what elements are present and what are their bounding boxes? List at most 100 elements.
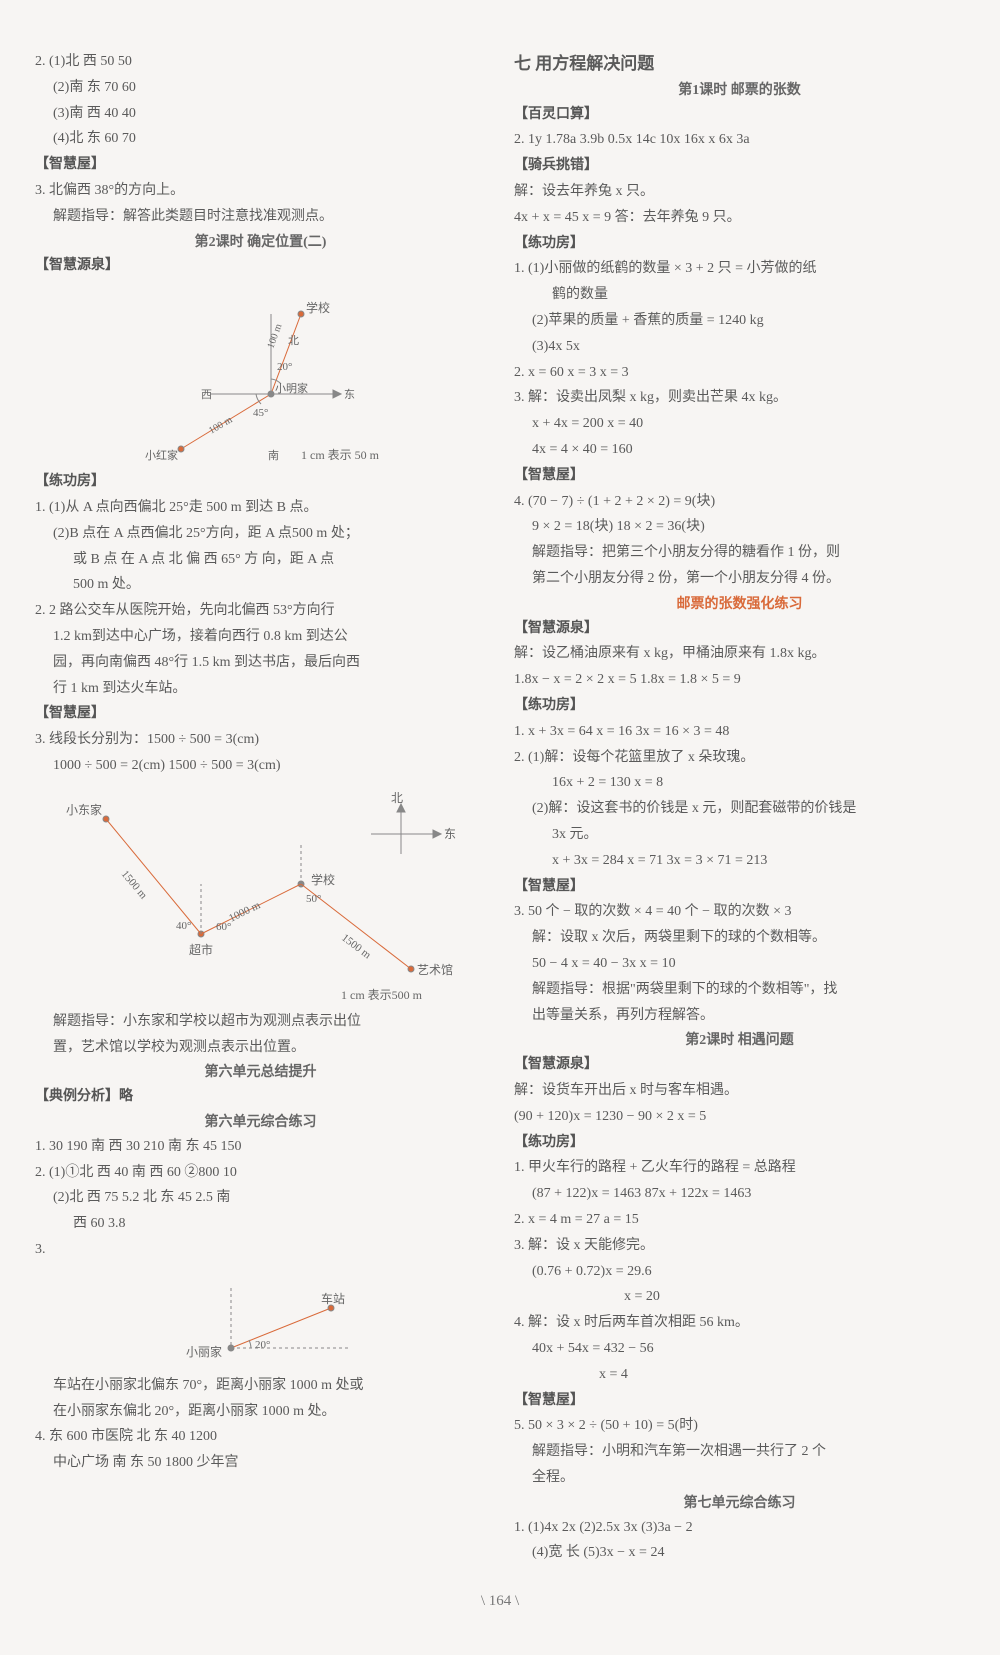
f2: 2. x = 4 m = 27 a = 15 bbox=[514, 1208, 965, 1232]
unit7-title: 七 用方程解决问题 bbox=[514, 50, 965, 79]
lesson-2-title: 第2课时 确定位置(二) bbox=[35, 231, 486, 255]
p4a: 4. 东 600 市医院 北 东 40 1200 bbox=[35, 1425, 486, 1449]
l2: 2. x = 60 x = 3 x = 3 bbox=[514, 361, 965, 385]
f1a: 1. 甲火车行的路程 + 乙火车行的路程 = 总路程 bbox=[514, 1156, 965, 1180]
diag1-north: 北 bbox=[288, 334, 299, 347]
l1a: 1. (1)小丽做的纸鹤的数量 × 3 + 2 只 = 小芳做的纸 bbox=[514, 257, 965, 281]
w3c: 50 − 4 x = 40 − 3x x = 10 bbox=[514, 952, 965, 976]
d2-60: 60° bbox=[216, 921, 231, 933]
diagram-compass-1: 学校 北 20° 东 西 小明家 45° 小红家 100 m 100 m 南 1… bbox=[111, 284, 411, 464]
f4a: 4. 解：设 x 时后两车首次相距 56 km。 bbox=[514, 1311, 965, 1335]
zhyq2: 【智慧源泉】 bbox=[514, 1053, 965, 1077]
y1: 解：设乙桶油原来有 x kg，甲桶油原来有 1.8x kg。 bbox=[514, 642, 965, 666]
bl: 2. 1y 1.78a 3.9b 0.5x 14c 10x 16x x 6x 3… bbox=[514, 128, 965, 152]
diag1-deg20: 20° bbox=[277, 361, 292, 373]
lgf1: 【练功房】 bbox=[514, 232, 965, 256]
heading-lgf-1: 【练功房】 bbox=[35, 470, 486, 494]
t1: 解：设去年养兔 x 只。 bbox=[514, 180, 965, 204]
heading-zhw-1: 【智慧屋】 bbox=[35, 153, 486, 177]
d2-1500a: 1500 m bbox=[118, 868, 149, 902]
diag1-xm: 小明家 bbox=[275, 381, 308, 395]
lgf3: 【练功房】 bbox=[514, 1131, 965, 1155]
f3a: 3. 解：设 x 天能修完。 bbox=[514, 1234, 965, 1258]
unit6-title-b: 第六单元综合练习 bbox=[35, 1111, 486, 1135]
heading-zhw-2: 【智慧屋】 bbox=[35, 702, 486, 726]
yy1: 解：设货车开出后 x 时与客车相遇。 bbox=[514, 1079, 965, 1103]
d2-40: 40° bbox=[176, 920, 191, 932]
l1d: (3)4x 5x bbox=[514, 335, 965, 359]
g2a: 2. (1)解：设每个花篮里放了 x 朵玫瑰。 bbox=[514, 746, 965, 770]
qbtc: 【骑兵挑错】 bbox=[514, 154, 965, 178]
lgf-q2b: 1.2 km到达中心广场，接着向西行 0.8 km 到达公 bbox=[35, 625, 486, 649]
l1c: (2)苹果的质量 + 香蕉的质量 = 1240 kg bbox=[514, 309, 965, 333]
blks: 【百灵口算】 bbox=[514, 103, 965, 127]
q2-row-2: (3)南 西 40 40 bbox=[35, 102, 486, 126]
d2-north: 北 bbox=[391, 791, 403, 805]
f4c: x = 4 bbox=[514, 1363, 965, 1387]
ww5c: 全程。 bbox=[514, 1466, 965, 1490]
z4c: 解题指导：把第三个小朋友分得的糖看作 1 份，则 bbox=[514, 541, 965, 565]
f1b: (87 + 122)x = 1463 87x + 122x = 1463 bbox=[514, 1182, 965, 1206]
f3b: (0.76 + 0.72)x = 29.6 bbox=[514, 1260, 965, 1284]
lgf-q1d: 500 m 处。 bbox=[35, 573, 486, 597]
diag1-south: 南 bbox=[268, 449, 279, 462]
lesson-1: 第1课时 邮票的张数 bbox=[514, 79, 965, 103]
l1b: 鹤的数量 bbox=[514, 283, 965, 307]
ww5b: 解题指导：小明和汽车第一次相遇一共行了 2 个 bbox=[514, 1440, 965, 1464]
right-column: 七 用方程解决问题 第1课时 邮票的张数 【百灵口算】 2. 1y 1.78a … bbox=[514, 50, 965, 1567]
lgf-q2a: 2. 2 路公交车从医院开始，先向北偏西 53°方向行 bbox=[35, 599, 486, 623]
p2a: 2. (1)①北 西 40 南 西 60 ②800 10 bbox=[35, 1161, 486, 1185]
d2-cs: 超市 bbox=[189, 942, 213, 957]
w3a: 3. 50 个 − 取的次数 × 4 = 40 个 − 取的次数 × 3 bbox=[514, 900, 965, 924]
l3a: 3. 解：设卖出凤梨 x kg，则卖出芒果 4x kg。 bbox=[514, 386, 965, 410]
d3-20: 20° bbox=[255, 1339, 270, 1351]
w3d: 解题指导：根据"两袋里剩下的球的个数相等"，找 bbox=[514, 978, 965, 1002]
c1a: 1. (1)4x 2x (2)2.5x 3x (3)3a − 2 bbox=[514, 1516, 965, 1540]
lesson-2b: 第2课时 相遇问题 bbox=[514, 1029, 965, 1053]
g2e: x + 3x = 284 x = 71 3x = 3 × 71 = 213 bbox=[514, 849, 965, 873]
q3e: 解题指导：小东家和学校以超市为观测点表示出位 bbox=[35, 1010, 486, 1034]
d2-1000: 1000 m bbox=[227, 899, 263, 925]
p3: 3. bbox=[35, 1238, 486, 1262]
d2-scale: 1 cm 表示500 m bbox=[341, 988, 423, 1002]
lgf-q1a: 1. (1)从 A 点向西偏北 25°走 500 m 到达 B 点。 bbox=[35, 496, 486, 520]
g2d: 3x 元。 bbox=[514, 823, 965, 847]
q3a: 3. 北偏西 38°的方向上。 bbox=[35, 179, 486, 203]
unit6-title-a: 第六单元总结提升 bbox=[35, 1061, 486, 1085]
g2b: 16x + 2 = 130 x = 8 bbox=[514, 771, 965, 795]
p2c: 西 60 3.8 bbox=[35, 1212, 486, 1236]
l3b: x + 4x = 200 x = 40 bbox=[514, 412, 965, 436]
q3b: 解题指导：解答此类题目时注意找准观测点。 bbox=[35, 205, 486, 229]
z4b: 9 × 2 = 18(块) 18 × 2 = 36(块) bbox=[514, 515, 965, 539]
diag1-100a: 100 m bbox=[265, 322, 284, 350]
lgf-q2d: 行 1 km 到达火车站。 bbox=[35, 677, 486, 701]
lgf-q1b: (2)B 点在 A 点西偏北 25°方向，距 A 点500 m 处； bbox=[35, 522, 486, 546]
p3b: 在小丽家东偏北 20°，距离小丽家 1000 m 处。 bbox=[35, 1400, 486, 1424]
t2: 4x + x = 45 x = 9 答：去年养兔 9 只。 bbox=[514, 206, 965, 230]
d2-50: 50° bbox=[306, 893, 321, 905]
diag1-deg45: 45° bbox=[253, 407, 268, 419]
q2-row-0: 2. (1)北 西 50 50 bbox=[35, 50, 486, 74]
p1: 1. 30 190 南 西 30 210 南 东 45 150 bbox=[35, 1135, 486, 1159]
p4b: 中心广场 南 东 50 1800 少年宫 bbox=[35, 1451, 486, 1475]
y2: 1.8x − x = 2 × 2 x = 5 1.8x = 1.8 × 5 = … bbox=[514, 668, 965, 692]
lgf-q2c: 园，再向南偏西 48°行 1.5 km 到达书店，最后向西 bbox=[35, 651, 486, 675]
l3c: 4x = 4 × 40 = 160 bbox=[514, 438, 965, 462]
heading-zhyq-1: 【智慧源泉】 bbox=[35, 254, 486, 278]
p2b: (2)北 西 75 5.2 北 东 45 2.5 南 bbox=[35, 1186, 486, 1210]
d2-ys: 艺术馆 bbox=[417, 962, 453, 977]
lgf-q1c: 或 B 点 在 A 点 北 偏 西 65° 方 向，距 A 点 bbox=[35, 548, 486, 572]
w3b: 解：设取 x 次后，两袋里剩下的球的个数相等。 bbox=[514, 926, 965, 950]
d3-cz: 车站 bbox=[321, 1291, 345, 1306]
f3c: x = 20 bbox=[514, 1285, 965, 1309]
yy2: (90 + 120)x = 1230 − 90 × 2 x = 5 bbox=[514, 1105, 965, 1129]
d3-xl: 小丽家 bbox=[186, 1344, 222, 1359]
q3f: 置，艺术馆以学校为观测点表示出位置。 bbox=[35, 1036, 486, 1060]
diag1-east: 东 bbox=[344, 388, 355, 401]
diag1-100b: 100 m bbox=[207, 414, 235, 436]
page-number: \ 164 \ bbox=[35, 1589, 965, 1615]
diagram-station: 小丽家 车站 20° bbox=[131, 1268, 391, 1368]
zhyq: 【智慧源泉】 bbox=[514, 617, 965, 641]
d2-east: 东 bbox=[444, 827, 456, 841]
diag1-xh: 小红家 bbox=[145, 448, 178, 462]
